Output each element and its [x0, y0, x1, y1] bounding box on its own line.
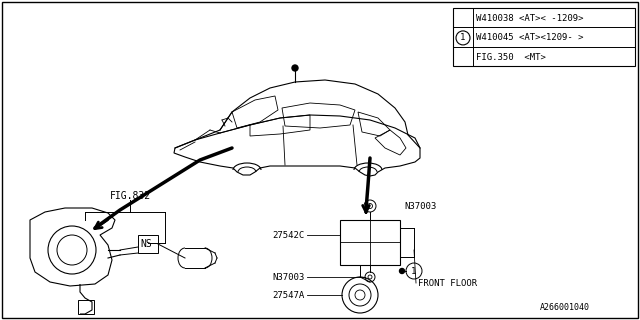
Circle shape	[399, 268, 404, 274]
Text: W410038 <AT>< -1209>: W410038 <AT>< -1209>	[476, 14, 584, 23]
Text: N37003: N37003	[272, 273, 304, 282]
Text: N37003: N37003	[404, 202, 436, 211]
Text: 1: 1	[412, 267, 417, 276]
Bar	[78, 300, 94, 314]
Circle shape	[292, 65, 298, 71]
Bar	[138, 235, 158, 253]
Text: FIG.350  <MT>: FIG.350 <MT>	[476, 53, 546, 62]
Text: 27547A: 27547A	[272, 291, 304, 300]
Text: 27542C: 27542C	[272, 230, 304, 239]
Text: 1: 1	[460, 33, 466, 43]
Text: W410045 <AT><1209- >: W410045 <AT><1209- >	[476, 33, 584, 43]
Text: A266001040: A266001040	[540, 303, 590, 312]
Text: FRONT FLOOR: FRONT FLOOR	[418, 278, 477, 287]
Text: NS: NS	[140, 239, 152, 249]
Text: FIG.832: FIG.832	[109, 191, 150, 201]
Circle shape	[456, 31, 470, 45]
Bar	[453, 8, 635, 66]
Bar	[340, 220, 400, 265]
